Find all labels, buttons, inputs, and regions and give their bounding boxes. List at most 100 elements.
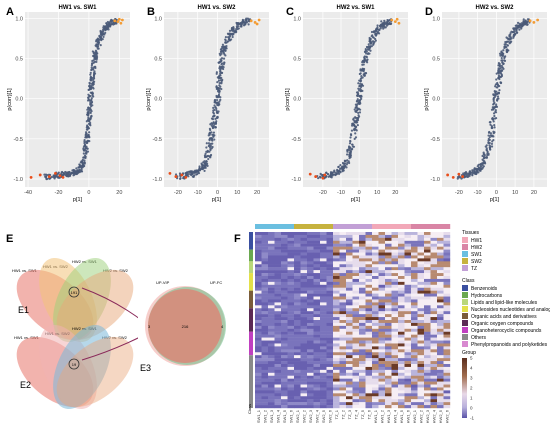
data-point [487, 137, 490, 141]
heatmap-cell [411, 361, 418, 365]
y-tick-label: 0.0 [15, 97, 23, 103]
heatmap-cell [417, 243, 425, 247]
legend-label-tissue: HW1 [471, 238, 482, 244]
heatmap-cell [326, 252, 334, 256]
heatmap-cell [391, 322, 399, 327]
heatmap-cell [268, 278, 275, 283]
heatmap-cell [443, 287, 451, 291]
heatmap-cell [320, 308, 327, 312]
heatmap-cell [391, 290, 399, 294]
heatmap-cell [255, 322, 262, 327]
heatmap-cell [313, 372, 321, 376]
heatmap-cell [437, 249, 444, 253]
heatmap-cell [359, 381, 366, 385]
heatmap-cell [378, 281, 386, 285]
column-label: HW2_1 [412, 409, 417, 423]
heatmap-cell [365, 396, 373, 400]
heatmap-cell [404, 270, 412, 274]
heatmap-cell [365, 355, 373, 359]
heatmap-cell [443, 317, 451, 321]
heatmap-cell [385, 317, 392, 321]
heatmap-cell [333, 232, 340, 236]
legend-label-class: Nucleosides nucleotides and analogues [471, 307, 550, 313]
heatmap-cell [287, 331, 295, 335]
heatmap-cell [268, 302, 275, 306]
heatmap-cell [287, 273, 295, 277]
heatmap-cell [443, 358, 451, 362]
heatmap-cell [404, 375, 412, 379]
heatmap-cell [281, 287, 288, 291]
heatmap-cell [307, 328, 314, 332]
heatmap-cell [274, 334, 282, 338]
heatmap-cell [391, 240, 399, 244]
heatmap-cell [391, 349, 399, 353]
heatmap-cell [307, 340, 314, 344]
data-point [191, 172, 194, 175]
heatmap-cell [417, 384, 425, 388]
heatmap-cell [320, 366, 327, 371]
heatmap-cell [281, 264, 288, 268]
tissue-bar-cell [274, 224, 282, 229]
heatmap-cell [261, 352, 269, 356]
data-point [235, 25, 238, 28]
heatmap-cell [333, 349, 340, 353]
heatmap-cell [437, 234, 444, 239]
heatmap-cell [281, 352, 288, 356]
heatmap-cell [268, 234, 275, 239]
data-point [485, 148, 488, 151]
data-point [73, 170, 77, 173]
heatmap-cell [287, 399, 295, 403]
data-point [222, 50, 225, 53]
heatmap-cell [372, 237, 379, 241]
heatmap-cell [307, 299, 314, 303]
heatmap-cell [274, 314, 282, 318]
heatmap-cell [320, 331, 327, 335]
heatmap-cell [398, 237, 405, 241]
heatmap-cell [443, 331, 451, 335]
data-point [245, 17, 248, 20]
data-point [193, 174, 196, 177]
heatmap-cell [339, 372, 347, 376]
heatmap-cell [300, 320, 308, 324]
heatmap-cell [398, 287, 405, 291]
heatmap-cell [404, 258, 412, 262]
heatmap-cell [365, 346, 373, 350]
heatmap-cell [365, 384, 373, 388]
data-point [233, 31, 236, 34]
heatmap-cell [430, 366, 438, 371]
data-point [220, 57, 224, 60]
tissue-bar-cell [404, 224, 412, 229]
heatmap-cell [294, 381, 301, 385]
heatmap-cell [411, 267, 418, 271]
data-point [224, 54, 227, 57]
heatmap-cell [261, 308, 269, 312]
heatmap-cell [411, 302, 418, 306]
heatmap-cell [300, 281, 308, 285]
heatmap-cell [437, 384, 444, 388]
heatmap-cell [307, 240, 314, 244]
data-point [87, 133, 90, 137]
heatmap-cell [372, 325, 379, 329]
heatmap-cell [339, 334, 347, 338]
data-point [104, 31, 107, 34]
data-point [83, 159, 86, 162]
column-label: SW2_2 [301, 409, 306, 423]
heatmap-cell [378, 405, 386, 409]
heatmap-cell [261, 405, 269, 409]
heatmap-cell [365, 334, 373, 338]
data-point [485, 144, 488, 147]
legend-swatch-class [462, 334, 468, 340]
heatmap-cell [437, 334, 444, 338]
data-point [489, 132, 493, 135]
heatmap-cell [437, 314, 444, 318]
column-label: HW1_6 [405, 409, 410, 423]
data-point-up [117, 17, 121, 21]
heatmap-cell [378, 246, 386, 250]
heatmap-cell [307, 337, 314, 341]
heatmap-cell [307, 267, 314, 271]
heatmap-cell [437, 264, 444, 268]
heatmap-legend: TissuesHW1HW2SW1SW2TZClassBenzenoidsHydr… [462, 230, 550, 421]
heatmap-cell [365, 364, 373, 368]
heatmap-cell [300, 311, 308, 315]
heatmap-cell [339, 322, 347, 327]
